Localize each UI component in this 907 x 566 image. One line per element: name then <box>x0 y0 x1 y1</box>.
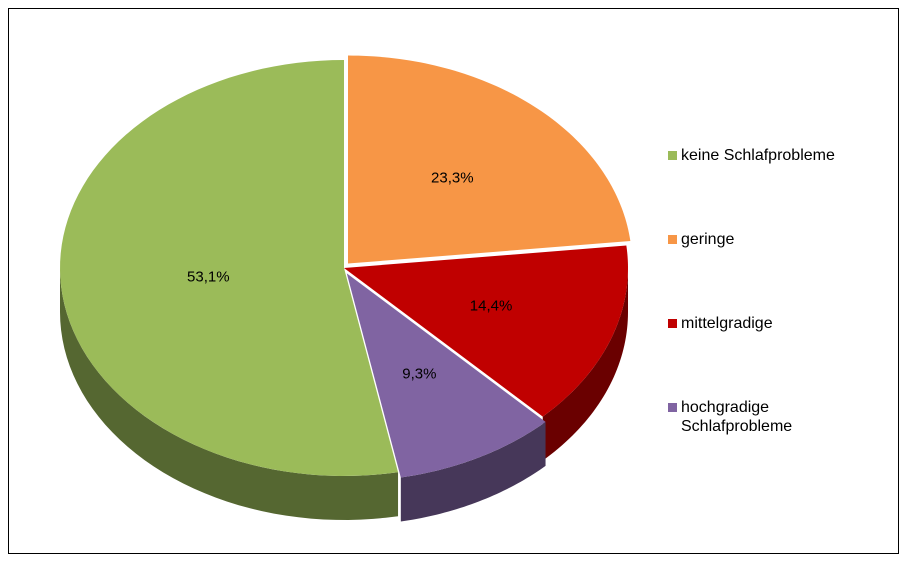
legend-item: geringe <box>668 230 853 249</box>
data-label: 53,1% <box>187 269 230 286</box>
pie-slice <box>60 60 399 476</box>
legend-item: mittelgradige <box>668 314 853 333</box>
legend-label: keine Schlafprobleme <box>681 147 835 164</box>
legend-swatch <box>668 235 677 244</box>
legend-swatch <box>668 151 677 160</box>
legend-item: hochgradige Schlafprobleme <box>668 398 853 436</box>
pie-side <box>60 268 399 520</box>
legend-swatch <box>668 319 677 328</box>
pie-side <box>400 421 546 522</box>
data-label: 14,4% <box>470 298 513 315</box>
pie-slice <box>348 55 631 264</box>
legend-label: mittelgradige <box>681 315 773 332</box>
data-label: 23,3% <box>431 169 474 186</box>
legend-label: hochgradige Schlafprobleme <box>681 399 793 435</box>
chart-frame <box>8 8 899 554</box>
pie-side <box>542 268 628 461</box>
legend-item: keine Schlafprobleme <box>668 146 853 165</box>
data-label: 9,3% <box>402 366 436 383</box>
legend-swatch <box>668 403 677 412</box>
pie-slice <box>344 245 628 417</box>
pie-slice <box>346 273 546 478</box>
legend-label: geringe <box>681 231 735 248</box>
